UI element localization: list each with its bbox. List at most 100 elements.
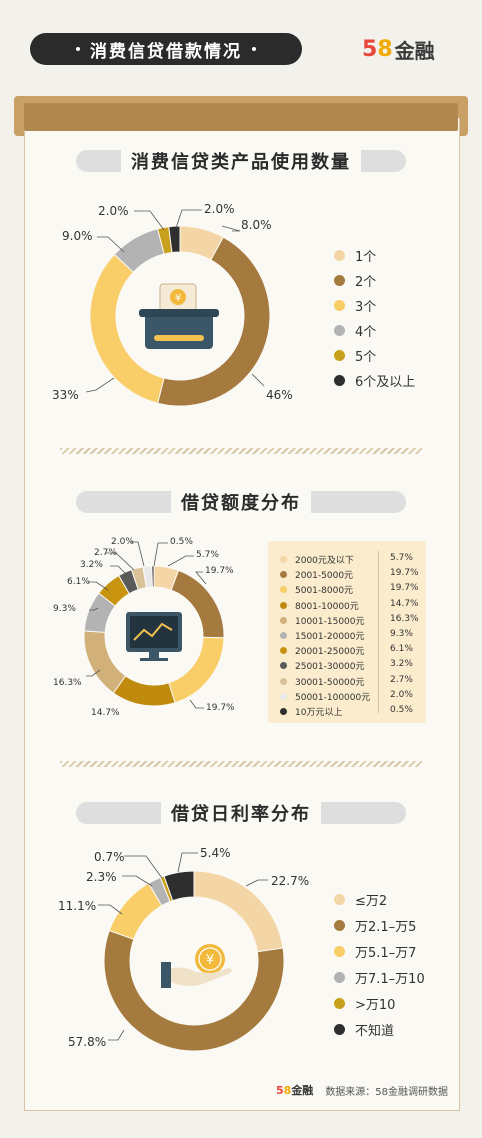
legend-label: 万5.1–万7 [355,946,417,961]
leader-line [130,541,145,567]
legend-item: 15001-20000元 [280,629,365,642]
donut-slice [168,225,181,254]
section-title-text: 消费信贷类产品使用数量 [121,148,361,174]
legend-swatch [334,375,345,386]
legend-label: 2个 [355,275,377,290]
legend-label: 30001-50000元 [295,677,365,688]
legend-label: 1个 [355,250,377,265]
donut-slice [151,565,155,588]
leader-line [153,542,168,567]
legend-item: 2个 [334,271,376,290]
legend-label: ≤万2 [355,894,388,909]
donut-chart-interest-rate [103,870,285,1052]
legend-value: 16.3% [390,613,419,624]
section-title-product-count: 消费信贷类产品使用数量 [76,148,406,174]
section-title-text: 借贷额度分布 [171,489,311,515]
legend-label: 6个及以上 [355,375,416,390]
leader-line [195,571,207,585]
data-label: 16.3% [53,678,82,688]
section-divider [60,761,422,767]
legend-item: 10001-15000元 [280,614,365,627]
legend-item: 10万元以上 [280,705,342,718]
leader-line [221,225,241,232]
legend-item: ≤万2 [334,890,387,909]
legend-item: 万2.1–万5 [334,916,416,935]
legend-value: 14.7% [390,598,419,609]
footer-logo: 58金融 [276,1084,314,1097]
section-title-text: 借贷日利率分布 [161,800,321,826]
legend-label: 10001-15000元 [295,616,365,627]
bullet-dot [76,47,80,51]
leader-line [124,855,163,879]
leader-line [88,581,109,591]
legend-swatch [280,708,287,715]
data-label: 11.1% [58,899,97,913]
legend-swatch [334,1024,345,1035]
footer-source: 58金融 数据来源：58金融调研数据 [276,1082,448,1098]
legend-swatch [280,632,287,639]
data-label: 22.7% [271,874,310,888]
header-title: 消费信贷借款情况 [90,41,242,62]
legend-item: 4个 [334,321,376,340]
legend-item: 1个 [334,246,376,265]
legend-item: 25001-30000元 [280,659,365,672]
leader-line [89,607,99,611]
legend-swatch [280,677,287,685]
legend-swatch [334,998,345,1009]
donut-slice [193,870,284,953]
legend-swatch [280,692,287,700]
scroll-rod-inner [24,103,458,131]
data-label: 19.7% [206,703,235,713]
leader-line [134,210,165,231]
data-label: 33% [52,388,79,402]
legend-item: 30001-50000元 [280,675,365,688]
legend-item: 6个及以上 [334,371,415,390]
logo-digit: 5 [362,36,378,62]
data-label: 2.0% [98,204,129,218]
leader-line [175,209,202,229]
leader-line [85,377,115,393]
legend-label: 10万元以上 [295,708,343,718]
leader-line [108,1029,125,1041]
monitor-chart-icon [126,612,182,661]
legend-value: 2.7% [390,674,413,685]
legend-label: 3个 [355,300,377,315]
logo-text: 金融 [394,38,435,63]
data-label: 2.3% [86,870,117,884]
legend-value: 3.2% [390,659,413,670]
leader-line [98,904,123,915]
svg-text:¥: ¥ [175,293,181,304]
data-label: 5.7% [196,550,219,560]
data-label: 2.7% [94,548,117,558]
leader-line [97,236,125,253]
leader-line [122,875,153,887]
donut-slice [157,236,271,407]
atm-card-icon: ¥ [139,283,219,349]
legend-swatch [334,946,345,957]
data-label: 2.0% [204,202,235,216]
legend-value: 6.1% [390,644,413,655]
legend-swatch [334,325,345,336]
donut-slice [103,929,285,1052]
header-banner: 消费信贷借款情况 [30,33,302,65]
legend-value: 5.7% [390,553,413,563]
legend-item: 2001-5000元 [280,568,353,581]
legend-swatch [334,275,345,286]
legend-swatch [280,556,287,563]
leader-line [189,699,204,709]
label-leader-lines [85,209,268,1041]
legend-label: 15001-20000元 [295,632,365,642]
donut-chart-loan-amount [83,565,225,707]
data-label: 3.2% [80,560,103,570]
legend-label: >万10 [355,998,396,1013]
leader-line [251,373,265,387]
donut-slice [83,630,127,694]
donut-slice [163,870,195,902]
data-label: 2.0% [111,537,134,547]
legend-value: 19.7% [390,583,419,594]
legend-item: 50001-100000元 [280,690,370,703]
legend-value: 0.5% [390,705,413,715]
footer-source-text: 数据来源：58金融调研数据 [325,1086,449,1098]
legend-item: 3个 [334,296,376,315]
